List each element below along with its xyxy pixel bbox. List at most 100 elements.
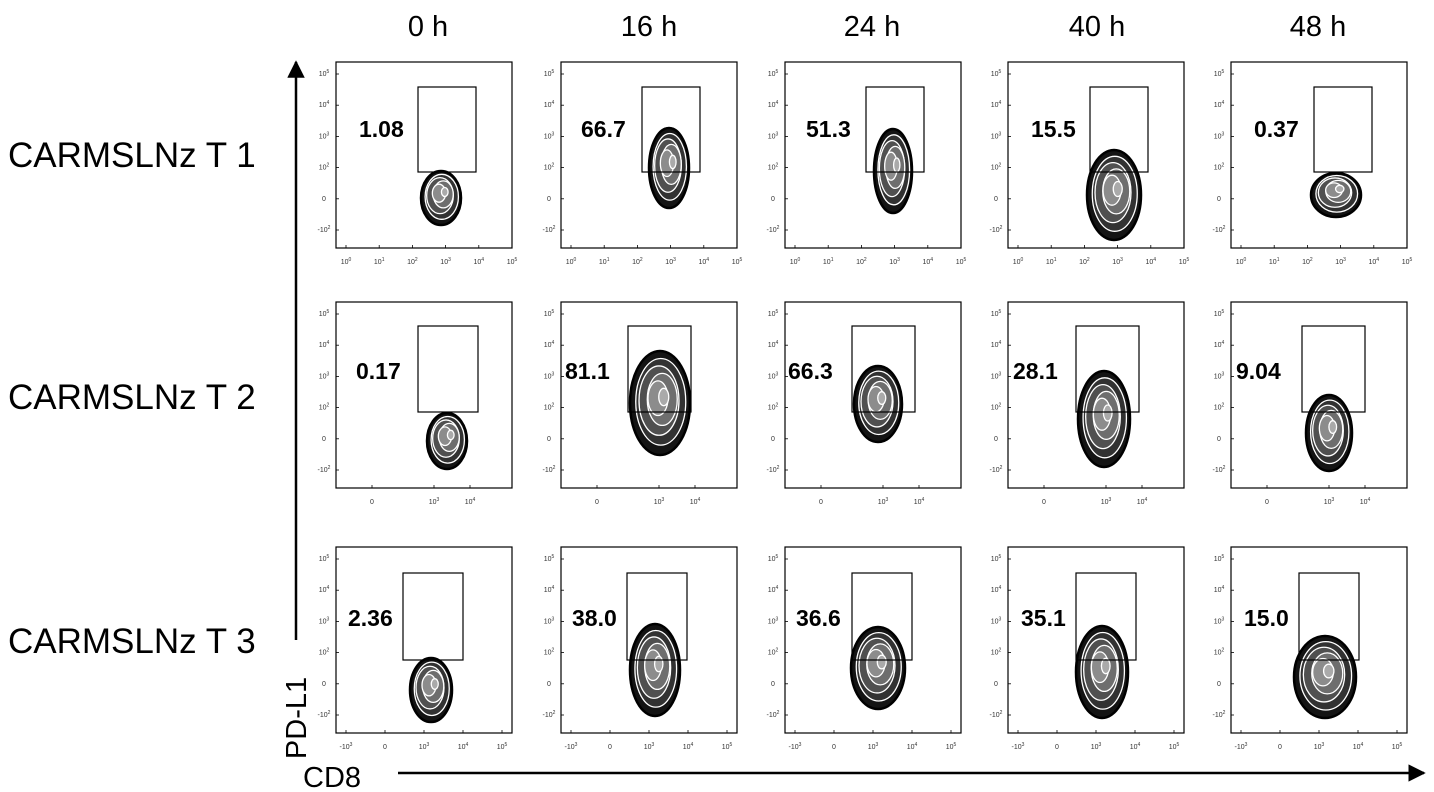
gate-percentage: 0.17 bbox=[356, 358, 401, 384]
contour-panel: -1020102103104105-103 0 103 104 10535.1 bbox=[990, 547, 1184, 751]
tick-label: -102 bbox=[1213, 225, 1226, 234]
tick-label: 105 bbox=[956, 257, 967, 266]
tick-label: -103 bbox=[789, 742, 802, 751]
gate-percentage: 0.37 bbox=[1254, 116, 1299, 142]
gate-percentage: 35.1 bbox=[1021, 605, 1066, 631]
gate-percentage: 2.36 bbox=[348, 605, 393, 631]
tick-label: 102 bbox=[544, 403, 555, 412]
tick-label: 103 bbox=[1112, 257, 1123, 266]
tick-label: 0 bbox=[832, 744, 836, 751]
tick-label: 103 bbox=[1101, 497, 1112, 506]
tick-label: 105 bbox=[544, 554, 555, 563]
tick-label: 104 bbox=[991, 340, 1002, 349]
column-header: 0 h bbox=[408, 11, 448, 43]
tick-label: 104 bbox=[319, 585, 330, 594]
contour-ring bbox=[431, 679, 438, 690]
tick-label: 105 bbox=[1214, 554, 1225, 563]
contour-panel: -102 0 102 103 104 105 -103 0 103 104 105 15.0 bbox=[1213, 547, 1407, 751]
tick-label: -103 bbox=[340, 742, 353, 751]
tick-label: 103 bbox=[1335, 257, 1346, 266]
tick-label: -102 bbox=[1213, 465, 1226, 474]
tick-label: 105 bbox=[991, 554, 1002, 563]
tick-label: 0 bbox=[547, 681, 551, 688]
contour-ring bbox=[1329, 421, 1337, 434]
tick-label: 104 bbox=[465, 497, 476, 506]
tick-label: 102 bbox=[319, 163, 330, 172]
tick-label: 103 bbox=[991, 131, 1002, 140]
tick-label: 102 bbox=[856, 257, 867, 266]
tick-label: 103 bbox=[991, 616, 1002, 625]
tick-label: 101 bbox=[599, 257, 610, 266]
column-header: 24 h bbox=[844, 11, 900, 43]
tick-label: 104 bbox=[319, 340, 330, 349]
tick-label: 103 bbox=[1214, 616, 1225, 625]
tick-label: 0 bbox=[383, 744, 387, 751]
tick-label: 104 bbox=[544, 585, 555, 594]
row-header: CARMSLNz T 1 bbox=[8, 136, 256, 175]
tick-label: 103 bbox=[878, 497, 889, 506]
tick-label: 104 bbox=[544, 100, 555, 109]
panel-frame bbox=[785, 62, 961, 248]
tick-label: 0 bbox=[547, 436, 551, 443]
contour-ring bbox=[655, 656, 663, 671]
tick-label: 102 bbox=[991, 163, 1002, 172]
x-axis-title: CD8 bbox=[303, 762, 361, 792]
tick-label: 105 bbox=[768, 554, 779, 563]
tick-label: -102 bbox=[767, 225, 780, 234]
gate-percentage: 15.0 bbox=[1244, 605, 1289, 631]
tick-label: 0 bbox=[1217, 436, 1221, 443]
tick-label: 103 bbox=[1214, 131, 1225, 140]
tick-label: 103 bbox=[319, 131, 330, 140]
tick-label: 105 bbox=[319, 309, 330, 318]
tick-label: -102 bbox=[543, 225, 556, 234]
gate-percentage: 15.5 bbox=[1031, 116, 1076, 142]
tick-label: 0 bbox=[547, 196, 551, 203]
tick-label: 104 bbox=[458, 742, 469, 751]
tick-label: 105 bbox=[544, 309, 555, 318]
tick-label: -102 bbox=[767, 465, 780, 474]
tick-label: 0 bbox=[1055, 744, 1059, 751]
tick-label: 105 bbox=[732, 257, 743, 266]
tick-label: 103 bbox=[544, 131, 555, 140]
tick-label: 0 bbox=[994, 436, 998, 443]
panel-grid: -102 0 102 103 104 105 100 101 102 103 104 105 1.08 -… bbox=[318, 62, 1413, 751]
tick-label: 104 bbox=[1214, 585, 1225, 594]
panel-frame bbox=[336, 62, 512, 248]
tick-label: 105 bbox=[768, 69, 779, 78]
gate-percentage: 36.6 bbox=[796, 605, 841, 631]
tick-label: 0 bbox=[595, 499, 599, 506]
tick-label: 104 bbox=[690, 497, 701, 506]
tick-label: 105 bbox=[991, 69, 1002, 78]
tick-label: -103 bbox=[1012, 742, 1025, 751]
tick-label: 104 bbox=[991, 100, 1002, 109]
tick-label: 102 bbox=[1214, 648, 1225, 657]
tick-label: 100 bbox=[790, 257, 801, 266]
gate-percentage: 1.08 bbox=[359, 116, 404, 142]
contour-panel: -10201021031041050 103 1040.17 bbox=[318, 302, 512, 506]
tick-label: 104 bbox=[914, 497, 925, 506]
tick-label: -102 bbox=[990, 465, 1003, 474]
contour-ring bbox=[1101, 658, 1110, 673]
tick-label: -102 bbox=[318, 710, 331, 719]
contour-panel: -102 0 102 103 104 105 0 103 104 81.1 bbox=[543, 302, 737, 506]
tick-label: 105 bbox=[946, 742, 957, 751]
tick-label: 105 bbox=[722, 742, 733, 751]
tick-label: 104 bbox=[1137, 497, 1148, 506]
row-header: CARMSLNz T 3 bbox=[8, 622, 256, 661]
contour-panel: -1020102103104105100 101 102 103 104 10566.7 bbox=[543, 62, 743, 266]
contour-ring bbox=[878, 392, 886, 405]
tick-label: 104 bbox=[1146, 257, 1157, 266]
tick-label: -102 bbox=[318, 225, 331, 234]
contour-ring bbox=[1324, 664, 1334, 678]
tick-label: 101 bbox=[374, 257, 385, 266]
column-header: 40 h bbox=[1069, 11, 1125, 43]
tick-label: 105 bbox=[991, 309, 1002, 318]
tick-label: 0 bbox=[1278, 744, 1282, 751]
tick-label: 104 bbox=[768, 340, 779, 349]
tick-label: 103 bbox=[429, 497, 440, 506]
tick-label: -103 bbox=[1235, 742, 1248, 751]
contour-panel: -102 0 102 103 104 105 100 101 102 103 104 105 0.37 bbox=[1213, 62, 1413, 266]
tick-label: 102 bbox=[1214, 163, 1225, 172]
tick-label: -102 bbox=[543, 710, 556, 719]
